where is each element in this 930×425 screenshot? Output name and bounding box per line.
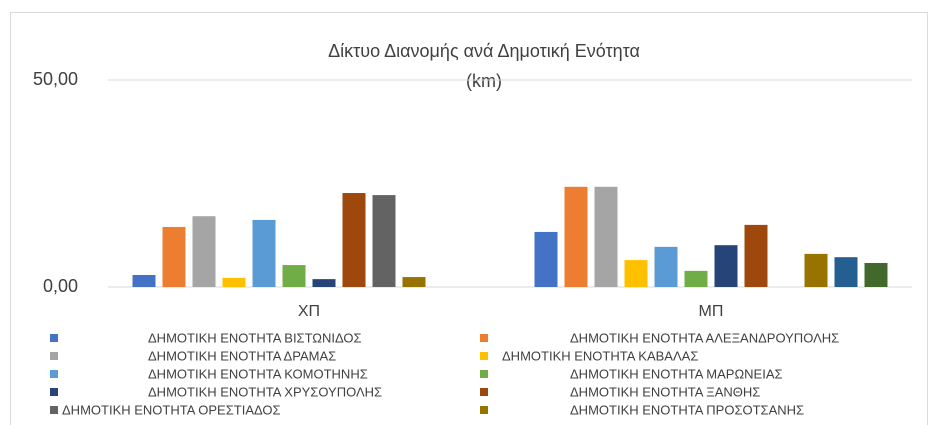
- legend-label: ΔΗΜΟΤΙΚΗ ΕΝΟΤΗΤΑ ΚΟΜΟΤΗΝΗΣ: [148, 366, 368, 381]
- chart-title: (km): [466, 71, 502, 91]
- y-tick-label: 50,00: [33, 69, 78, 89]
- bar: [132, 274, 156, 287]
- bar: [252, 219, 276, 287]
- legend-swatch: [480, 334, 488, 342]
- bar: [534, 231, 558, 287]
- bar: [282, 265, 306, 287]
- legend-swatch: [50, 352, 58, 360]
- legend-swatch: [50, 334, 58, 342]
- x-tick-label: ΜΠ: [699, 303, 724, 320]
- bar: [624, 260, 648, 287]
- legend-label: ΔΗΜΟΤΙΚΗ ΕΝΟΤΗΤΑ ΜΑΡΩΝΕΙΑΣ: [570, 366, 783, 381]
- y-tick-label: 0,00: [43, 276, 78, 296]
- legend-label: ΔΗΜΟΤΙΚΗ ΕΝΟΤΗΤΑ ΟΡΕΣΤΙΑΔΟΣ: [62, 402, 281, 417]
- legend-swatch: [480, 370, 488, 378]
- bar: [654, 246, 678, 287]
- bar: [684, 270, 708, 287]
- legend-label: ΔΗΜΟΤΙΚΗ ΕΝΟΤΗΤΑ ΞΑΝΘΗΣ: [570, 384, 760, 399]
- legend-label: ΔΗΜΟΤΙΚΗ ΕΝΟΤΗΤΑ ΔΡΑΜΑΣ: [148, 348, 336, 363]
- legend-label: ΔΗΜΟΤΙΚΗ ΕΝΟΤΗΤΑ ΑΛΕΞΑΝΔΡΟΥΠΟΛΗΣ: [570, 330, 839, 345]
- bar: [222, 277, 246, 287]
- legend-swatch: [50, 388, 58, 396]
- legend-label: ΔΗΜΟΤΙΚΗ ΕΝΟΤΗΤΑ ΧΡΥΣΟΥΠΟΛΗΣ: [148, 384, 382, 399]
- legend-swatch: [480, 406, 488, 414]
- bar: [192, 216, 216, 287]
- bar: [342, 193, 366, 287]
- legend-swatch: [50, 406, 58, 414]
- bar: [864, 262, 888, 287]
- x-tick-label: ΧΠ: [298, 303, 320, 320]
- chart-frame: [10, 12, 928, 425]
- legend-swatch: [480, 388, 488, 396]
- legend-swatch: [50, 370, 58, 378]
- bar: [594, 186, 618, 287]
- bar: [714, 245, 738, 287]
- bar: [744, 224, 768, 287]
- bar: [804, 253, 828, 287]
- bar: [312, 279, 336, 287]
- legend-swatch: [480, 352, 488, 360]
- bar: [834, 257, 858, 287]
- bar: [402, 277, 426, 287]
- legend-label: ΔΗΜΟΤΙΚΗ ΕΝΟΤΗΤΑ ΚΑΒΑΛΑΣ: [502, 348, 698, 363]
- chart-title: Δίκτυο Διανομής ανά Δημοτική Ενότητα: [328, 41, 640, 61]
- bar: [564, 186, 588, 287]
- bar: [372, 195, 396, 287]
- legend-label: ΔΗΜΟΤΙΚΗ ΕΝΟΤΗΤΑ ΒΙΣΤΩΝΙΔΟΣ: [148, 330, 362, 345]
- bar: [162, 226, 186, 287]
- legend-label: ΔΗΜΟΤΙΚΗ ΕΝΟΤΗΤΑ ΠΡΟΣΟΤΣΑΝΗΣ: [570, 402, 804, 417]
